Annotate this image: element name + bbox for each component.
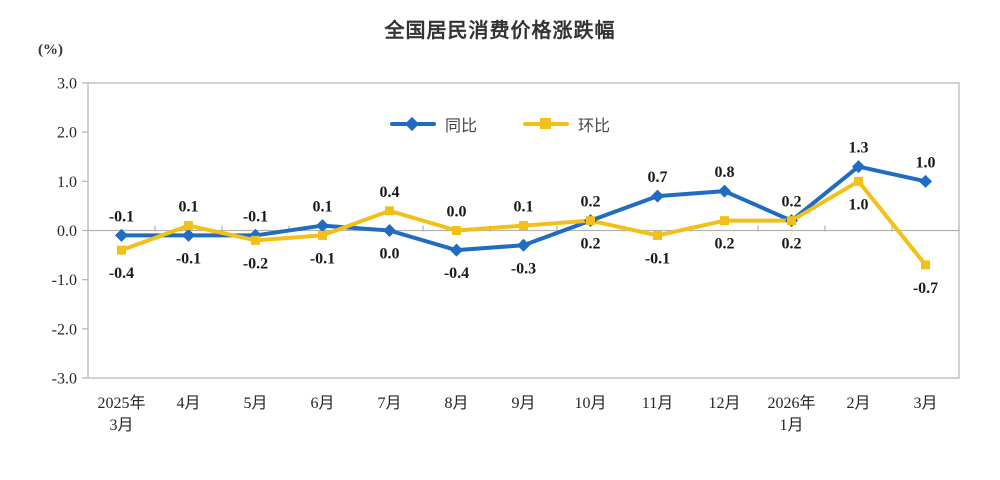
y-axis-tick-label: 2.0 xyxy=(57,125,77,142)
data-value-label: 0.7 xyxy=(648,169,668,186)
data-value-label: 0.2 xyxy=(782,194,802,211)
chart-title: 全国居民消费价格涨跌幅 xyxy=(384,20,616,42)
data-value-label: 1.0 xyxy=(916,154,936,171)
data-value-label: 0.1 xyxy=(313,199,333,216)
x-axis-category-label: 6月 xyxy=(310,395,334,412)
legend-label-1: 环比 xyxy=(578,118,611,135)
legend-marker-square-icon xyxy=(540,118,551,129)
data-value-label: -0.4 xyxy=(109,265,134,282)
x-axis-category-label: 2025年 3月 xyxy=(97,394,145,434)
data-value-label: -0.2 xyxy=(243,255,268,272)
x-axis-category-label: 9月 xyxy=(511,395,535,412)
x-axis-category-label: 8月 xyxy=(444,395,468,412)
data-value-label: -0.4 xyxy=(444,265,469,282)
data-value-label: -0.1 xyxy=(109,208,134,225)
data-value-label: 0.1 xyxy=(514,199,534,216)
x-axis-category-label: 5月 xyxy=(243,395,267,412)
data-point-diamond xyxy=(316,219,329,233)
x-axis-category-label: 4月 xyxy=(176,395,200,412)
data-value-label: -0.1 xyxy=(176,250,201,267)
legend-item-1: 环比 xyxy=(523,112,610,136)
data-point-diamond xyxy=(115,228,128,242)
data-value-label: 0.2 xyxy=(782,236,802,253)
x-axis-category-label: 2026年 1月 xyxy=(767,394,815,434)
data-point-diamond xyxy=(651,189,664,203)
data-point-square xyxy=(251,235,260,245)
data-point-square xyxy=(653,230,662,240)
data-point-square xyxy=(184,221,193,231)
data-point-diamond xyxy=(383,224,396,237)
data-value-label: -0.1 xyxy=(310,250,335,267)
data-point-square xyxy=(787,216,796,226)
data-value-label: -0.3 xyxy=(511,260,536,277)
legend-label-0: 同比 xyxy=(444,118,477,135)
data-value-label: 0.2 xyxy=(581,194,601,211)
data-point-diamond xyxy=(450,243,463,257)
data-point-square xyxy=(720,216,729,226)
data-value-label: 0.2 xyxy=(581,236,601,253)
y-axis-tick-label: 3.0 xyxy=(57,76,77,93)
x-axis-category-label: 10月 xyxy=(574,395,606,412)
data-point-diamond xyxy=(852,160,865,174)
data-value-label: 0.2 xyxy=(715,236,735,253)
data-point-square xyxy=(318,230,327,240)
x-axis-category-label: 11月 xyxy=(642,395,673,412)
data-point-diamond xyxy=(718,184,731,198)
x-axis-category-label: 2月 xyxy=(846,395,870,412)
data-point-square xyxy=(854,176,863,186)
y-axis-unit-label: (%) xyxy=(38,42,63,58)
data-point-square xyxy=(586,216,595,226)
legend-square-line-icon xyxy=(523,117,569,131)
data-value-label: 1.3 xyxy=(849,140,869,157)
data-value-label: -0.1 xyxy=(243,208,268,225)
data-value-label: 0.0 xyxy=(447,204,467,221)
data-value-label: -0.1 xyxy=(645,250,670,267)
data-value-label: 0.0 xyxy=(380,246,400,263)
y-axis-tick-label: -3.0 xyxy=(52,371,77,388)
y-axis-tick-label: 1.0 xyxy=(57,174,77,191)
data-point-square xyxy=(921,260,930,270)
data-point-diamond xyxy=(919,174,932,188)
data-value-label: 0.1 xyxy=(179,199,199,216)
x-axis-category-label: 3月 xyxy=(913,395,937,412)
x-axis-category-label: 12月 xyxy=(708,395,740,412)
y-axis-tick-label: 0.0 xyxy=(57,223,77,240)
data-point-square xyxy=(117,245,126,255)
legend-diamond-line-icon xyxy=(389,116,436,132)
data-value-label: 0.8 xyxy=(715,164,735,181)
data-value-label: 1.0 xyxy=(849,196,869,213)
legend-item-0: 同比 xyxy=(389,112,477,136)
data-point-square xyxy=(519,221,528,231)
x-axis-category-label: 7月 xyxy=(377,395,401,412)
data-value-label: 0.4 xyxy=(380,184,400,201)
data-point-square xyxy=(452,226,461,235)
chart-legend: 同比 环比 xyxy=(0,112,1000,136)
data-point-diamond xyxy=(182,228,195,242)
data-point-diamond xyxy=(517,238,530,252)
data-value-label: -0.7 xyxy=(913,280,938,297)
y-axis-tick-label: -1.0 xyxy=(52,272,77,289)
data-point-square xyxy=(385,206,394,216)
y-axis-tick-label: -2.0 xyxy=(52,321,77,338)
